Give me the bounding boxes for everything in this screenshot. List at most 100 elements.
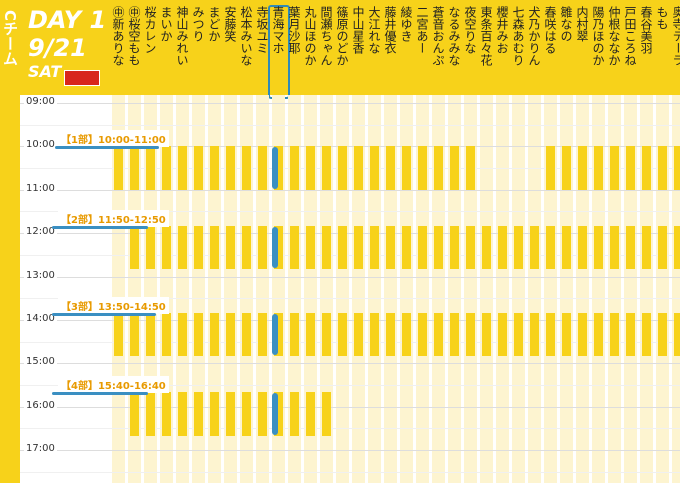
half-line: [20, 168, 680, 170]
member-name: ㊥桜空もも: [127, 6, 141, 66]
slot: [226, 146, 235, 190]
hour-line: [20, 189, 680, 191]
slot: [322, 392, 331, 436]
slot: [674, 312, 680, 356]
slot: [306, 392, 315, 436]
slot: [514, 312, 523, 356]
time-label: 15:00: [24, 356, 57, 368]
member-name: 内村翠: [575, 6, 589, 42]
weekday: SAT: [28, 62, 62, 81]
slot: [178, 146, 187, 190]
column-bg: [640, 95, 653, 483]
slot: [338, 225, 347, 270]
hour-line: [20, 233, 680, 235]
marker: [55, 146, 159, 150]
member-name: 仲根ななか: [607, 6, 621, 66]
slot: [274, 225, 283, 270]
column-bg: [432, 95, 445, 483]
slot: [658, 225, 667, 270]
slot: [178, 392, 187, 436]
half-line: [20, 341, 680, 343]
column-bg: [288, 95, 301, 483]
member-name: 奥寺テーラ: [671, 6, 680, 66]
slot: [642, 312, 651, 356]
slot: [306, 146, 315, 190]
hour-line: [20, 406, 680, 408]
slot: [162, 392, 171, 436]
member-name: 神山みれい: [175, 6, 189, 66]
member-name: 寺坂ユミ: [255, 6, 269, 54]
column-bg: [176, 95, 189, 483]
slot: [322, 225, 331, 270]
slot: [178, 312, 187, 356]
marker: [52, 392, 148, 396]
slot: [402, 312, 411, 356]
member-name: みつり: [191, 6, 205, 42]
slot: [530, 225, 539, 270]
member-name: 雛なの: [559, 6, 573, 42]
slot: [194, 312, 203, 356]
slot: [210, 312, 219, 356]
column-bg: [624, 95, 637, 483]
member-name: 蒼音おんぷ: [431, 6, 445, 66]
session-label: 【1部】10:00-11:00: [58, 130, 169, 148]
slot: [130, 392, 139, 436]
slot: [274, 392, 283, 436]
member-name: 春咲はる: [543, 6, 557, 54]
slot: [578, 225, 587, 270]
slot: [226, 392, 235, 436]
slot: [610, 146, 619, 190]
slot: [402, 146, 411, 190]
slot: [162, 146, 171, 190]
slot: [562, 146, 571, 190]
hour-line: [20, 276, 680, 278]
column-bg: [304, 95, 317, 483]
slot: [370, 225, 379, 270]
column-bg: [480, 95, 493, 483]
slot: [418, 146, 427, 190]
slot: [610, 312, 619, 356]
team: Cチーム: [1, 10, 19, 67]
column-bg: [336, 95, 349, 483]
column-bg: [608, 95, 621, 483]
column-bg: [672, 95, 680, 483]
member-name: 松本みいな: [239, 6, 253, 66]
half-line: [20, 471, 680, 473]
member-name: 葉月沙耶: [287, 6, 301, 54]
slot: [386, 225, 395, 270]
slot: [178, 225, 187, 270]
time-label: 17:00: [24, 443, 57, 454]
session-label: 【4部】15:40-16:40: [58, 376, 169, 394]
member-name: 藤井優衣: [383, 6, 397, 54]
slot: [578, 146, 587, 190]
slot: [258, 146, 267, 190]
slot: [290, 225, 299, 270]
column-bg: [320, 95, 333, 483]
member-name: 綾ゆき: [399, 6, 413, 42]
column-bg: [400, 95, 413, 483]
column-bg: [496, 95, 509, 483]
slot: [194, 225, 203, 270]
member-name: 篠原のどか: [335, 6, 349, 66]
time-label: 16:00: [24, 399, 57, 411]
column-bg: [192, 95, 205, 483]
member-name: 春谷美羽: [639, 6, 653, 54]
member-name: 陽乃ほのか: [591, 6, 605, 66]
slot: [386, 312, 395, 356]
column-bg: [448, 95, 461, 483]
column-bg: [240, 95, 253, 483]
hour-line: [20, 146, 680, 148]
slot: [354, 312, 363, 356]
slot: [402, 225, 411, 270]
slot: [114, 146, 123, 190]
slot: [146, 225, 155, 270]
session-label: 【3部】13:50-14:50: [58, 296, 169, 314]
slot: [130, 225, 139, 270]
slot: [258, 225, 267, 270]
column-bg: [272, 95, 285, 483]
member-name: 犬乃かりん: [527, 6, 541, 66]
column-bg: [528, 95, 541, 483]
slot: [226, 225, 235, 270]
slot: [482, 312, 491, 356]
